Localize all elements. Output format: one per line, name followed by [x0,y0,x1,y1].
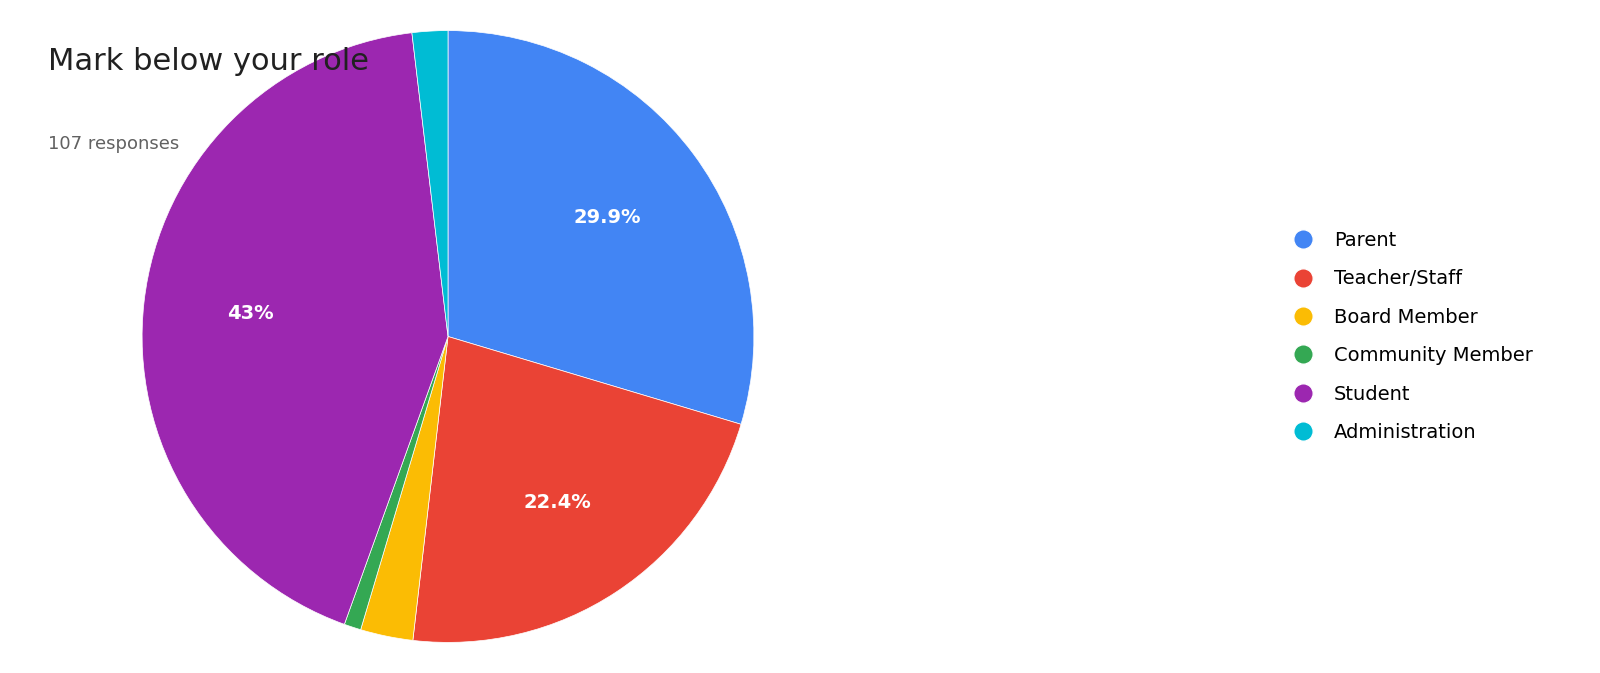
Wedge shape [411,30,448,337]
Wedge shape [448,30,754,424]
Text: 29.9%: 29.9% [574,208,642,227]
Text: 43%: 43% [227,304,274,324]
Wedge shape [142,33,448,625]
Text: Mark below your role: Mark below your role [48,47,370,76]
Legend: Parent, Teacher/Staff, Board Member, Community Member, Student, Administration: Parent, Teacher/Staff, Board Member, Com… [1274,221,1542,452]
Wedge shape [413,336,741,643]
Wedge shape [360,336,448,641]
Wedge shape [344,336,448,630]
Text: 22.4%: 22.4% [523,493,592,512]
Text: 107 responses: 107 responses [48,135,179,153]
